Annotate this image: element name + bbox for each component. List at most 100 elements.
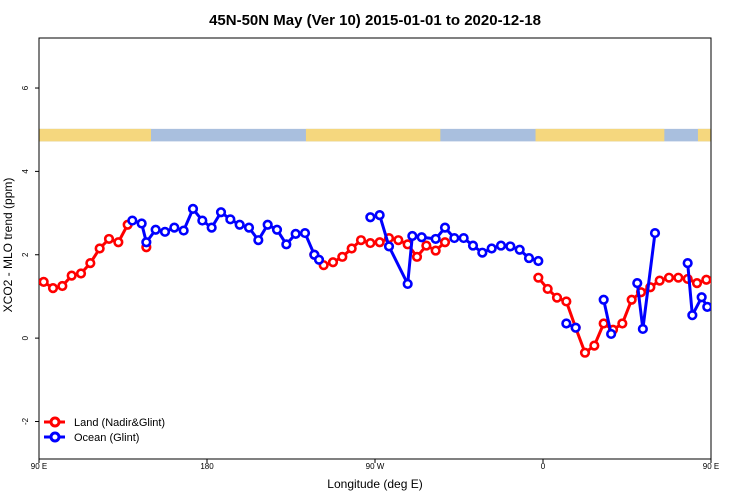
chart-title: 45N-50N May (Ver 10) 2015-01-01 to 2020-…	[209, 12, 541, 29]
data-point	[696, 292, 707, 303]
series-line	[602, 299, 613, 335]
series-line	[42, 224, 129, 290]
data-point	[421, 240, 432, 251]
data-point	[127, 215, 138, 226]
data-point	[136, 218, 147, 229]
data-point	[281, 239, 292, 250]
data-point	[673, 272, 684, 283]
data-point	[243, 222, 255, 233]
series-ocean	[127, 203, 711, 340]
data-point	[617, 318, 628, 329]
data-point	[407, 230, 418, 242]
data-point	[654, 275, 665, 286]
data-point	[299, 227, 311, 239]
data-point	[39, 276, 49, 287]
data-point	[682, 257, 693, 269]
data-point	[514, 244, 525, 255]
data-point	[234, 219, 245, 230]
x-tick-label: 90 E	[703, 462, 719, 471]
data-point	[253, 235, 264, 246]
data-point	[551, 292, 563, 303]
data-point	[486, 243, 497, 254]
data-point	[495, 240, 507, 251]
data-point	[632, 277, 643, 289]
y-tick-label: 4	[21, 169, 30, 174]
y-tick-label: 0	[21, 335, 30, 340]
x-tick-label: 180	[200, 462, 214, 471]
data-point	[150, 224, 161, 235]
data-point	[663, 272, 675, 283]
data-point	[439, 222, 451, 233]
x-tick-label: 90 W	[366, 462, 385, 471]
y-tick-label: -2	[21, 417, 30, 425]
data-point	[579, 347, 591, 358]
data-point	[467, 240, 479, 251]
data-point	[589, 340, 600, 351]
data-point	[85, 257, 96, 269]
data-point	[687, 310, 698, 321]
data-point	[570, 322, 581, 333]
data-point	[731, 283, 739, 291]
data-point	[141, 237, 152, 248]
data-point	[740, 272, 748, 280]
data-point	[290, 228, 301, 240]
data-point	[411, 251, 423, 262]
data-point	[701, 274, 711, 285]
data-point	[542, 283, 553, 295]
data-point	[57, 280, 68, 292]
legend-land-marker	[49, 416, 61, 428]
data-point	[449, 232, 460, 244]
data-point	[103, 233, 115, 245]
y-axis-title: XCO2 - MLO trend (ppm)	[1, 178, 15, 313]
data-point	[598, 318, 609, 329]
data-point	[439, 237, 451, 248]
data-point	[113, 237, 124, 248]
data-point	[637, 323, 648, 335]
data-point	[206, 222, 217, 233]
data-point	[94, 243, 105, 254]
data-point	[393, 235, 404, 246]
data-point	[262, 219, 273, 230]
x-tick-label: 90 E	[31, 462, 47, 471]
legend: Land (Nadir&Glint) Ocean (Glint)	[44, 416, 165, 444]
y-tick-label: 6	[21, 85, 30, 90]
y-tick-label: 2	[21, 252, 30, 257]
data-point	[430, 233, 441, 245]
data-point	[337, 251, 348, 262]
data-point	[416, 232, 427, 243]
data-point	[159, 226, 171, 237]
data-point	[169, 222, 180, 233]
data-point	[702, 301, 711, 312]
series-layer	[39, 203, 748, 358]
data-point	[365, 212, 376, 223]
data-point	[606, 328, 617, 340]
data-point	[626, 294, 637, 305]
data-point	[346, 243, 357, 254]
data-point	[75, 268, 87, 279]
land-ocean-band	[39, 128, 711, 142]
data-point	[430, 245, 441, 256]
data-point	[691, 277, 703, 289]
data-point	[178, 225, 189, 236]
data-point	[47, 282, 59, 294]
data-point	[477, 247, 488, 258]
data-point	[225, 214, 236, 225]
data-point	[561, 296, 572, 307]
data-point	[721, 284, 729, 292]
land-segment	[39, 128, 151, 142]
data-point	[505, 241, 516, 252]
data-point	[533, 272, 544, 283]
data-point	[215, 207, 227, 218]
data-point	[533, 255, 544, 267]
legend-ocean-marker	[49, 431, 61, 443]
data-point	[374, 237, 385, 248]
legend-land-label: Land (Nadir&Glint)	[74, 417, 165, 429]
data-point	[271, 224, 283, 235]
data-point	[374, 210, 385, 221]
data-point	[458, 232, 469, 244]
x-axis-title: Longitude (deg E)	[327, 477, 422, 491]
legend-ocean-label: Ocean (Glint)	[74, 432, 139, 444]
land-segment	[305, 128, 441, 142]
land-segment	[697, 128, 711, 142]
